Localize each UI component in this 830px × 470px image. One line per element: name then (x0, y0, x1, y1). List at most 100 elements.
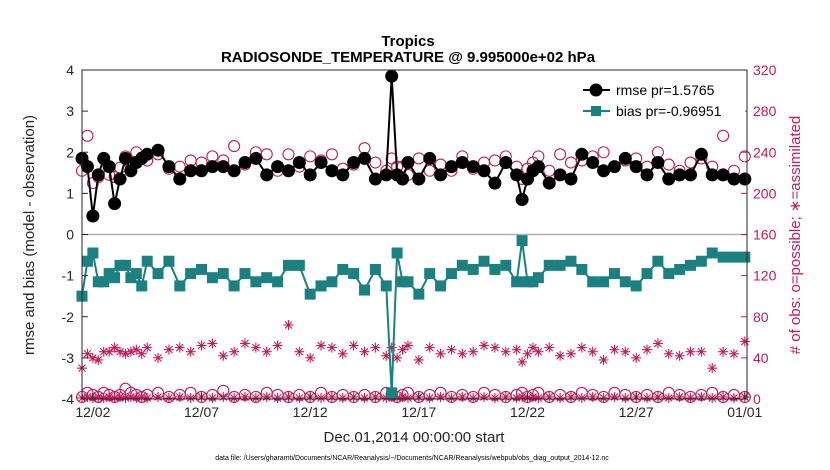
rmse-point (531, 160, 545, 174)
rmse-point (401, 156, 415, 170)
rmse-point (271, 160, 285, 174)
assimilated-count-point (446, 344, 457, 355)
assimilated-count-point (283, 319, 294, 330)
rmse-point (336, 168, 350, 182)
assimilated-count-point (642, 344, 653, 355)
rmse-point (86, 209, 100, 223)
bias-point (261, 272, 273, 284)
rmse-point (216, 160, 230, 174)
bias-point (500, 259, 512, 271)
legend: rmse pr=1.5765 bias pr=-0.96951 (580, 77, 745, 125)
assimilated-count-point (620, 346, 631, 357)
rmse-point (510, 168, 524, 182)
bias-point (206, 272, 218, 284)
assimilated-count-point (696, 346, 707, 357)
possible-count-point (369, 156, 382, 169)
assimilated-count-point (272, 340, 283, 351)
possible-count-point (282, 148, 295, 161)
assimilated-count-point (294, 346, 305, 357)
possible-count-point-bottom (369, 390, 382, 403)
rmse-point (292, 156, 306, 170)
rmse-point (716, 168, 730, 182)
assimilated-count-point-bottom (555, 392, 566, 403)
bias-point (706, 247, 718, 259)
assimilated-count-point (174, 342, 185, 353)
assimilated-count-point (457, 348, 468, 359)
assimilated-count-point (386, 342, 397, 353)
bias-point (511, 276, 523, 288)
assimilated-count-point-bottom (229, 392, 240, 403)
assimilated-count-point (527, 342, 538, 353)
rmse-point (184, 164, 198, 178)
rmse-point (238, 156, 252, 170)
rmse-point (618, 151, 632, 165)
assimilated-count-point (587, 346, 598, 357)
assimilated-count-point (218, 350, 229, 361)
y-right-tick-label: 160 (753, 227, 777, 243)
bias-point (576, 263, 588, 275)
bias-point (728, 251, 740, 263)
assimilated-count-point-bottom (294, 392, 305, 403)
y-tick-label: -3 (62, 350, 75, 366)
assimilated-count-point (153, 352, 164, 363)
bias-point (532, 272, 544, 284)
assimilated-count-point (82, 348, 93, 359)
assimilated-count-point (631, 352, 642, 363)
rmse-point (662, 172, 676, 186)
rmse-point (727, 172, 741, 186)
assimilated-count-point (674, 350, 685, 361)
assimilated-count-point (370, 342, 381, 353)
rmse-point (575, 147, 589, 161)
bias-point (239, 268, 251, 280)
bias-point (619, 276, 631, 288)
assimilated-count-point-bottom (685, 392, 696, 403)
x-tick-label: 12/02 (75, 404, 110, 420)
bias-point (598, 276, 610, 288)
x-tick-label: 01/01 (727, 404, 762, 420)
bias-point (348, 268, 360, 280)
rmse-point (488, 176, 502, 190)
x-tick-label: 12/12 (293, 404, 328, 420)
assimilated-count-point-bottom (663, 392, 674, 403)
assimilated-count-point-bottom (718, 391, 729, 402)
chart-title: Tropics (381, 33, 434, 50)
assimilated-count-point (239, 338, 250, 349)
bias-point (98, 276, 110, 288)
rmse-point (683, 168, 697, 182)
rmse-point (607, 160, 621, 174)
assimilated-count-point-bottom (207, 392, 218, 403)
bias-point (196, 263, 208, 275)
possible-count-point-bottom (738, 390, 751, 403)
assimilated-count-point (489, 342, 500, 353)
assimilated-count-point (326, 342, 337, 353)
assimilated-count-point-bottom (250, 392, 261, 403)
rmse-point (444, 160, 458, 174)
y-right-tick-label: 280 (753, 103, 777, 119)
assimilated-count-point-bottom (642, 392, 653, 403)
assimilated-count-point-bottom (316, 392, 327, 403)
assimilated-count-point-bottom (402, 392, 413, 403)
rmse-point (140, 147, 154, 161)
rmse-point (195, 164, 209, 178)
rmse-point (673, 168, 687, 182)
assimilated-count-point (685, 346, 696, 357)
assimilated-count-point-bottom (707, 392, 718, 403)
bias-point (467, 263, 479, 275)
y-axis-right-label: # of obs: o=possible; ∗=assimilated (787, 116, 804, 355)
assimilated-count-point (229, 346, 240, 357)
bias-point (304, 288, 316, 300)
assimilated-count-point (163, 344, 174, 355)
rmse-point (368, 172, 382, 186)
assimilated-count-point-bottom (533, 392, 544, 403)
rmse-point (477, 164, 491, 178)
assimilated-count-point-bottom (163, 392, 174, 403)
rmse-point (434, 168, 448, 182)
bias-point (81, 255, 93, 267)
bias-point (554, 259, 566, 271)
rmse-point (205, 160, 219, 174)
possible-count-point (325, 148, 338, 161)
assimilated-count-point (402, 340, 413, 351)
assimilated-count-point (337, 348, 348, 359)
rmse-point (281, 164, 295, 178)
